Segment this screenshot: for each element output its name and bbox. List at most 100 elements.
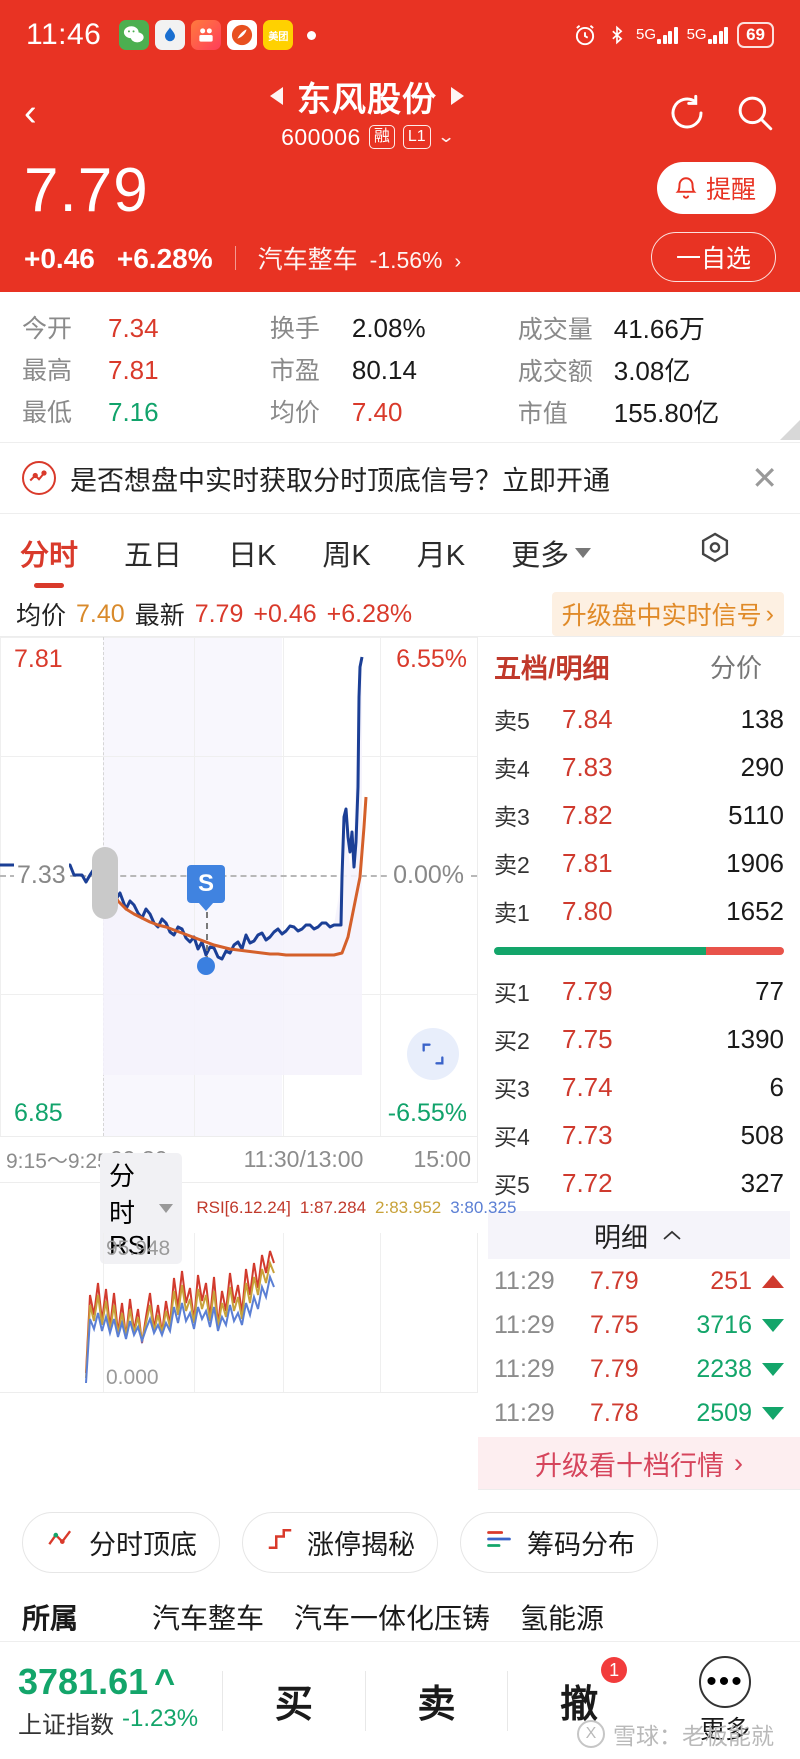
sector-row-label: 所属 — [22, 1603, 79, 1634]
stat-open: 今开 7.34 — [22, 309, 270, 345]
ask-tag: 卖3 — [494, 804, 530, 830]
intraday-chart[interactable]: S 7.81 6.55% 7.33 0.00% 6.85 -6.55% — [0, 637, 478, 1137]
stat-label: 均价 — [269, 399, 320, 427]
tab-price-distribution[interactable]: 分价 — [709, 652, 762, 683]
ask-volume: 290 — [740, 751, 784, 782]
chevron-down-icon[interactable]: ⌄ — [436, 127, 456, 146]
tool-chips-distribution[interactable]: 筹码分布 — [460, 1512, 658, 1573]
cancel-order-label: 撤 — [560, 1684, 599, 1726]
axis-top-price: 7.81 — [14, 645, 63, 673]
bid-tag: 买4 — [494, 1124, 530, 1150]
axis-bottom-pct: -6.55% — [387, 1099, 467, 1127]
rsi-chart[interactable]: 95.948 0.000 — [0, 1233, 478, 1393]
promo-banner[interactable]: 是否想盘中实时获取分时顶底信号？立即开通 ✕ — [0, 442, 800, 514]
bid-row[interactable]: 买1 7.79 77 — [478, 967, 800, 1015]
tab-daily-k[interactable]: 日K — [228, 540, 277, 572]
more-button[interactable]: ••• 更多 — [650, 1655, 800, 1746]
stat-label: 成交量 — [517, 315, 593, 344]
stat-value: 3.08亿 — [613, 355, 691, 386]
ask-tag: 卖1 — [494, 900, 530, 926]
cancel-order-button[interactable]: 撤 1 — [508, 1657, 650, 1728]
rsi-value-2: 2:83.952 — [375, 1198, 442, 1217]
signal-stem — [206, 912, 208, 962]
next-stock-arrow-icon[interactable] — [451, 87, 464, 105]
upgrade-signal-link[interactable]: 升级盘中实时信号 › — [551, 592, 784, 636]
order-book-panel: 五档/明细 分价 卖5 7.84 138 卖4 7.83 290 卖3 7.82… — [478, 637, 800, 1490]
ask-row[interactable]: 卖1 7.80 1652 — [478, 887, 800, 935]
watermark-text: 雪球：老板能就 — [613, 1723, 774, 1749]
bid-row[interactable]: 买2 7.75 1390 — [478, 1015, 800, 1063]
trade-volume: 251 — [710, 1266, 752, 1295]
sector-name: 汽车整车 — [257, 246, 358, 274]
ask-row[interactable]: 卖2 7.81 1906 — [478, 839, 800, 887]
bluetooth-icon — [607, 23, 627, 47]
stat-label: 市值 — [517, 399, 568, 428]
blue-app-icon — [155, 20, 186, 50]
tab-five-day[interactable]: 五日 — [124, 540, 183, 572]
status-right-icons: 5G 5G 69 — [572, 22, 774, 48]
back-chevron-icon[interactable]: ‹ — [24, 92, 37, 134]
market-index-widget[interactable]: 3781.61 ^ 上证指数 -1.23% — [0, 1661, 222, 1740]
ask-row[interactable]: 卖3 7.82 5110 — [478, 791, 800, 839]
tab-weekly-k[interactable]: 周K — [322, 540, 371, 572]
tab-more[interactable]: 更多 — [511, 532, 592, 574]
current-price: 7.79 — [24, 156, 149, 225]
order-book-tabs: 五档/明细 分价 — [478, 637, 800, 695]
axis-mid-pct: 0.00% — [390, 861, 467, 890]
sector-tag[interactable]: 氢能源 — [520, 1603, 605, 1634]
remind-button[interactable]: 提醒 — [656, 162, 776, 214]
buy-button[interactable]: 买 — [274, 1684, 313, 1726]
signal-5g-icon-2: 5G — [687, 26, 729, 44]
signal-marker-s[interactable]: S — [187, 865, 225, 903]
settings-gear-icon[interactable] — [696, 530, 734, 576]
tab-monthly-k[interactable]: 月K — [416, 540, 466, 572]
close-icon[interactable]: ✕ — [751, 460, 778, 496]
sector-link[interactable]: 汽车整车 -1.56% › — [258, 240, 462, 276]
bid-row[interactable]: 买5 7.72 327 — [478, 1159, 800, 1207]
status-time: 11:46 — [26, 18, 102, 51]
kuaishou-icon — [191, 20, 222, 50]
stat-value: 80.14 — [351, 355, 417, 385]
trade-price: 7.79 — [590, 1266, 639, 1295]
network-label-2: 5G — [686, 26, 707, 43]
stat-value: 155.80亿 — [613, 397, 720, 428]
sector-tag[interactable]: 汽车一体化压铸 — [294, 1603, 491, 1634]
tab-fenshi[interactable]: 分时 — [20, 532, 78, 574]
sell-button[interactable]: 卖 — [417, 1684, 456, 1726]
upgrade-ten-levels-link[interactable]: 升级看十档行情 › — [478, 1437, 800, 1489]
tool-peak-bottom[interactable]: 分时顶底 — [22, 1512, 220, 1573]
ratio-buy-segment — [494, 947, 706, 955]
detail-toggle[interactable]: 明细 — [488, 1211, 790, 1259]
tool-limit-up[interactable]: 涨停揭秘 — [242, 1512, 438, 1573]
sector-tags-row: 所属 汽车整车 汽车一体化压铸 氢能源 — [0, 1591, 800, 1643]
fullscreen-icon[interactable] — [407, 1028, 459, 1080]
tab-five-levels[interactable]: 五档/明细 — [494, 653, 610, 684]
bid-row[interactable]: 买4 7.73 508 — [478, 1111, 800, 1159]
bid-volume: 6 — [769, 1071, 784, 1102]
alarm-icon — [572, 22, 598, 48]
upgrade-signal-label: 升级盘中实时信号 — [561, 602, 762, 630]
stat-volume: 成交量 41.66万 — [518, 309, 778, 346]
rsi-indicator-selector[interactable]: 分时RSI — [100, 1152, 183, 1264]
expand-corner-icon[interactable] — [780, 420, 800, 440]
add-watchlist-button[interactable]: 一自选 — [650, 232, 776, 282]
bid-row[interactable]: 买3 7.74 6 — [478, 1063, 800, 1111]
signal-chart-icon — [22, 461, 56, 495]
wechat-icon — [119, 20, 150, 50]
ask-row[interactable]: 卖5 7.84 138 — [478, 695, 800, 743]
stat-label: 换手 — [269, 315, 320, 343]
prev-stock-arrow-icon[interactable] — [270, 87, 283, 105]
ellipsis-icon: ••• — [699, 1655, 752, 1708]
bid-tag: 买3 — [494, 1076, 530, 1102]
chart-tabs: 分时 五日 日K 周K 月K 更多 — [0, 514, 800, 592]
remind-label: 提醒 — [705, 176, 756, 204]
search-icon[interactable] — [734, 92, 776, 134]
ratio-sell-segment — [705, 947, 784, 955]
stat-avg-price: 均价 7.40 — [270, 393, 518, 429]
refresh-icon[interactable] — [666, 92, 708, 134]
ask-row[interactable]: 卖4 7.83 290 — [478, 743, 800, 791]
ask-volume: 1906 — [726, 847, 784, 878]
trade-row: 11:29 7.79 251 — [478, 1259, 800, 1303]
more-apps-dot — [307, 30, 317, 40]
sector-tag[interactable]: 汽车整车 — [152, 1603, 265, 1634]
